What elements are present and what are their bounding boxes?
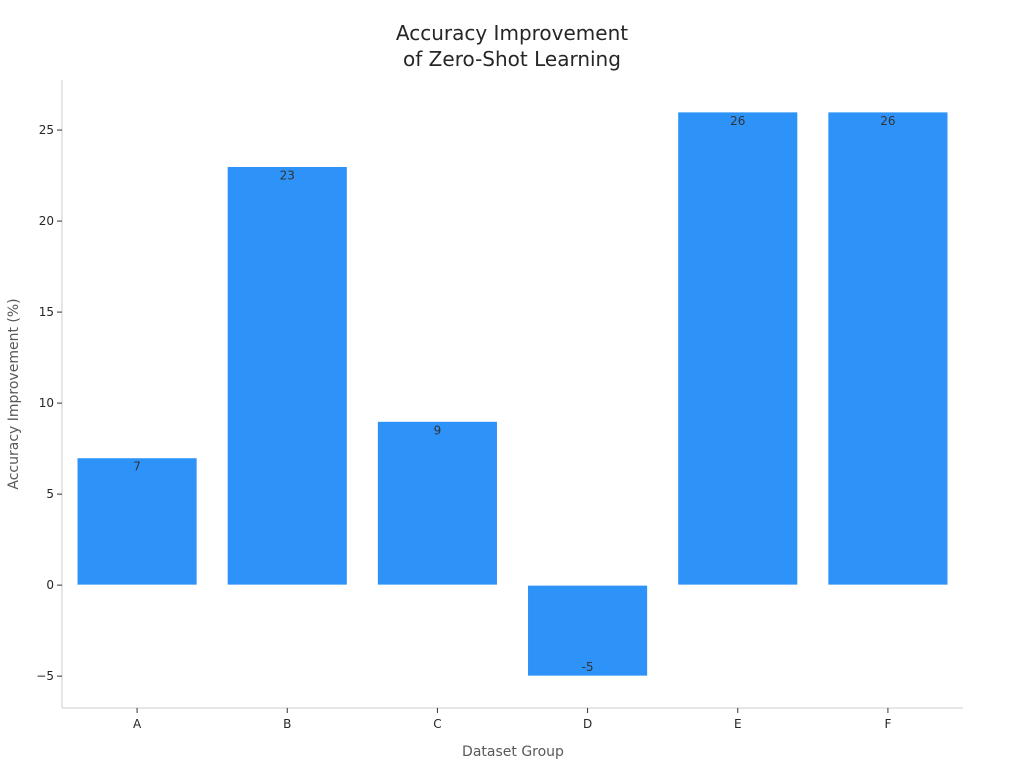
plot-layer: −5 0 5 10 15 20 25 A 7 B 23 C 9 D -5 E 26 F 26 bbox=[36, 111, 949, 731]
y-tick-label: 0 bbox=[46, 578, 54, 592]
y-tick-label: 5 bbox=[46, 487, 54, 501]
bar-f bbox=[827, 111, 949, 586]
bar-b bbox=[226, 165, 348, 586]
bar-d bbox=[527, 584, 649, 677]
bar-c bbox=[376, 420, 498, 586]
x-tick-label: D bbox=[583, 717, 592, 731]
y-tick-label: 10 bbox=[39, 396, 54, 410]
y-tick-label: 15 bbox=[39, 305, 54, 319]
y-tick-label: −5 bbox=[36, 669, 54, 683]
bar-a bbox=[76, 457, 198, 586]
x-tick-label: F bbox=[884, 717, 891, 731]
x-tick-label: C bbox=[433, 717, 441, 731]
chart-title-line-1: Accuracy Improvement bbox=[396, 21, 628, 45]
y-tick-label: 25 bbox=[39, 123, 54, 137]
x-axis-label: Dataset Group bbox=[462, 744, 564, 760]
y-axis-label: Accuracy Improvement (%) bbox=[6, 298, 22, 489]
data-label: 23 bbox=[280, 168, 295, 182]
bar-e bbox=[677, 111, 799, 586]
data-label: 9 bbox=[434, 423, 442, 437]
data-label: -5 bbox=[582, 660, 594, 674]
chart-title-line-2: of Zero-Shot Learning bbox=[403, 47, 621, 71]
x-tick-label: A bbox=[133, 717, 142, 731]
y-tick-label: 20 bbox=[39, 214, 54, 228]
data-label: 26 bbox=[880, 114, 895, 128]
x-tick-label: E bbox=[734, 717, 742, 731]
x-tick-label: B bbox=[283, 717, 291, 731]
data-label: 7 bbox=[133, 460, 141, 474]
data-label: 26 bbox=[730, 114, 745, 128]
